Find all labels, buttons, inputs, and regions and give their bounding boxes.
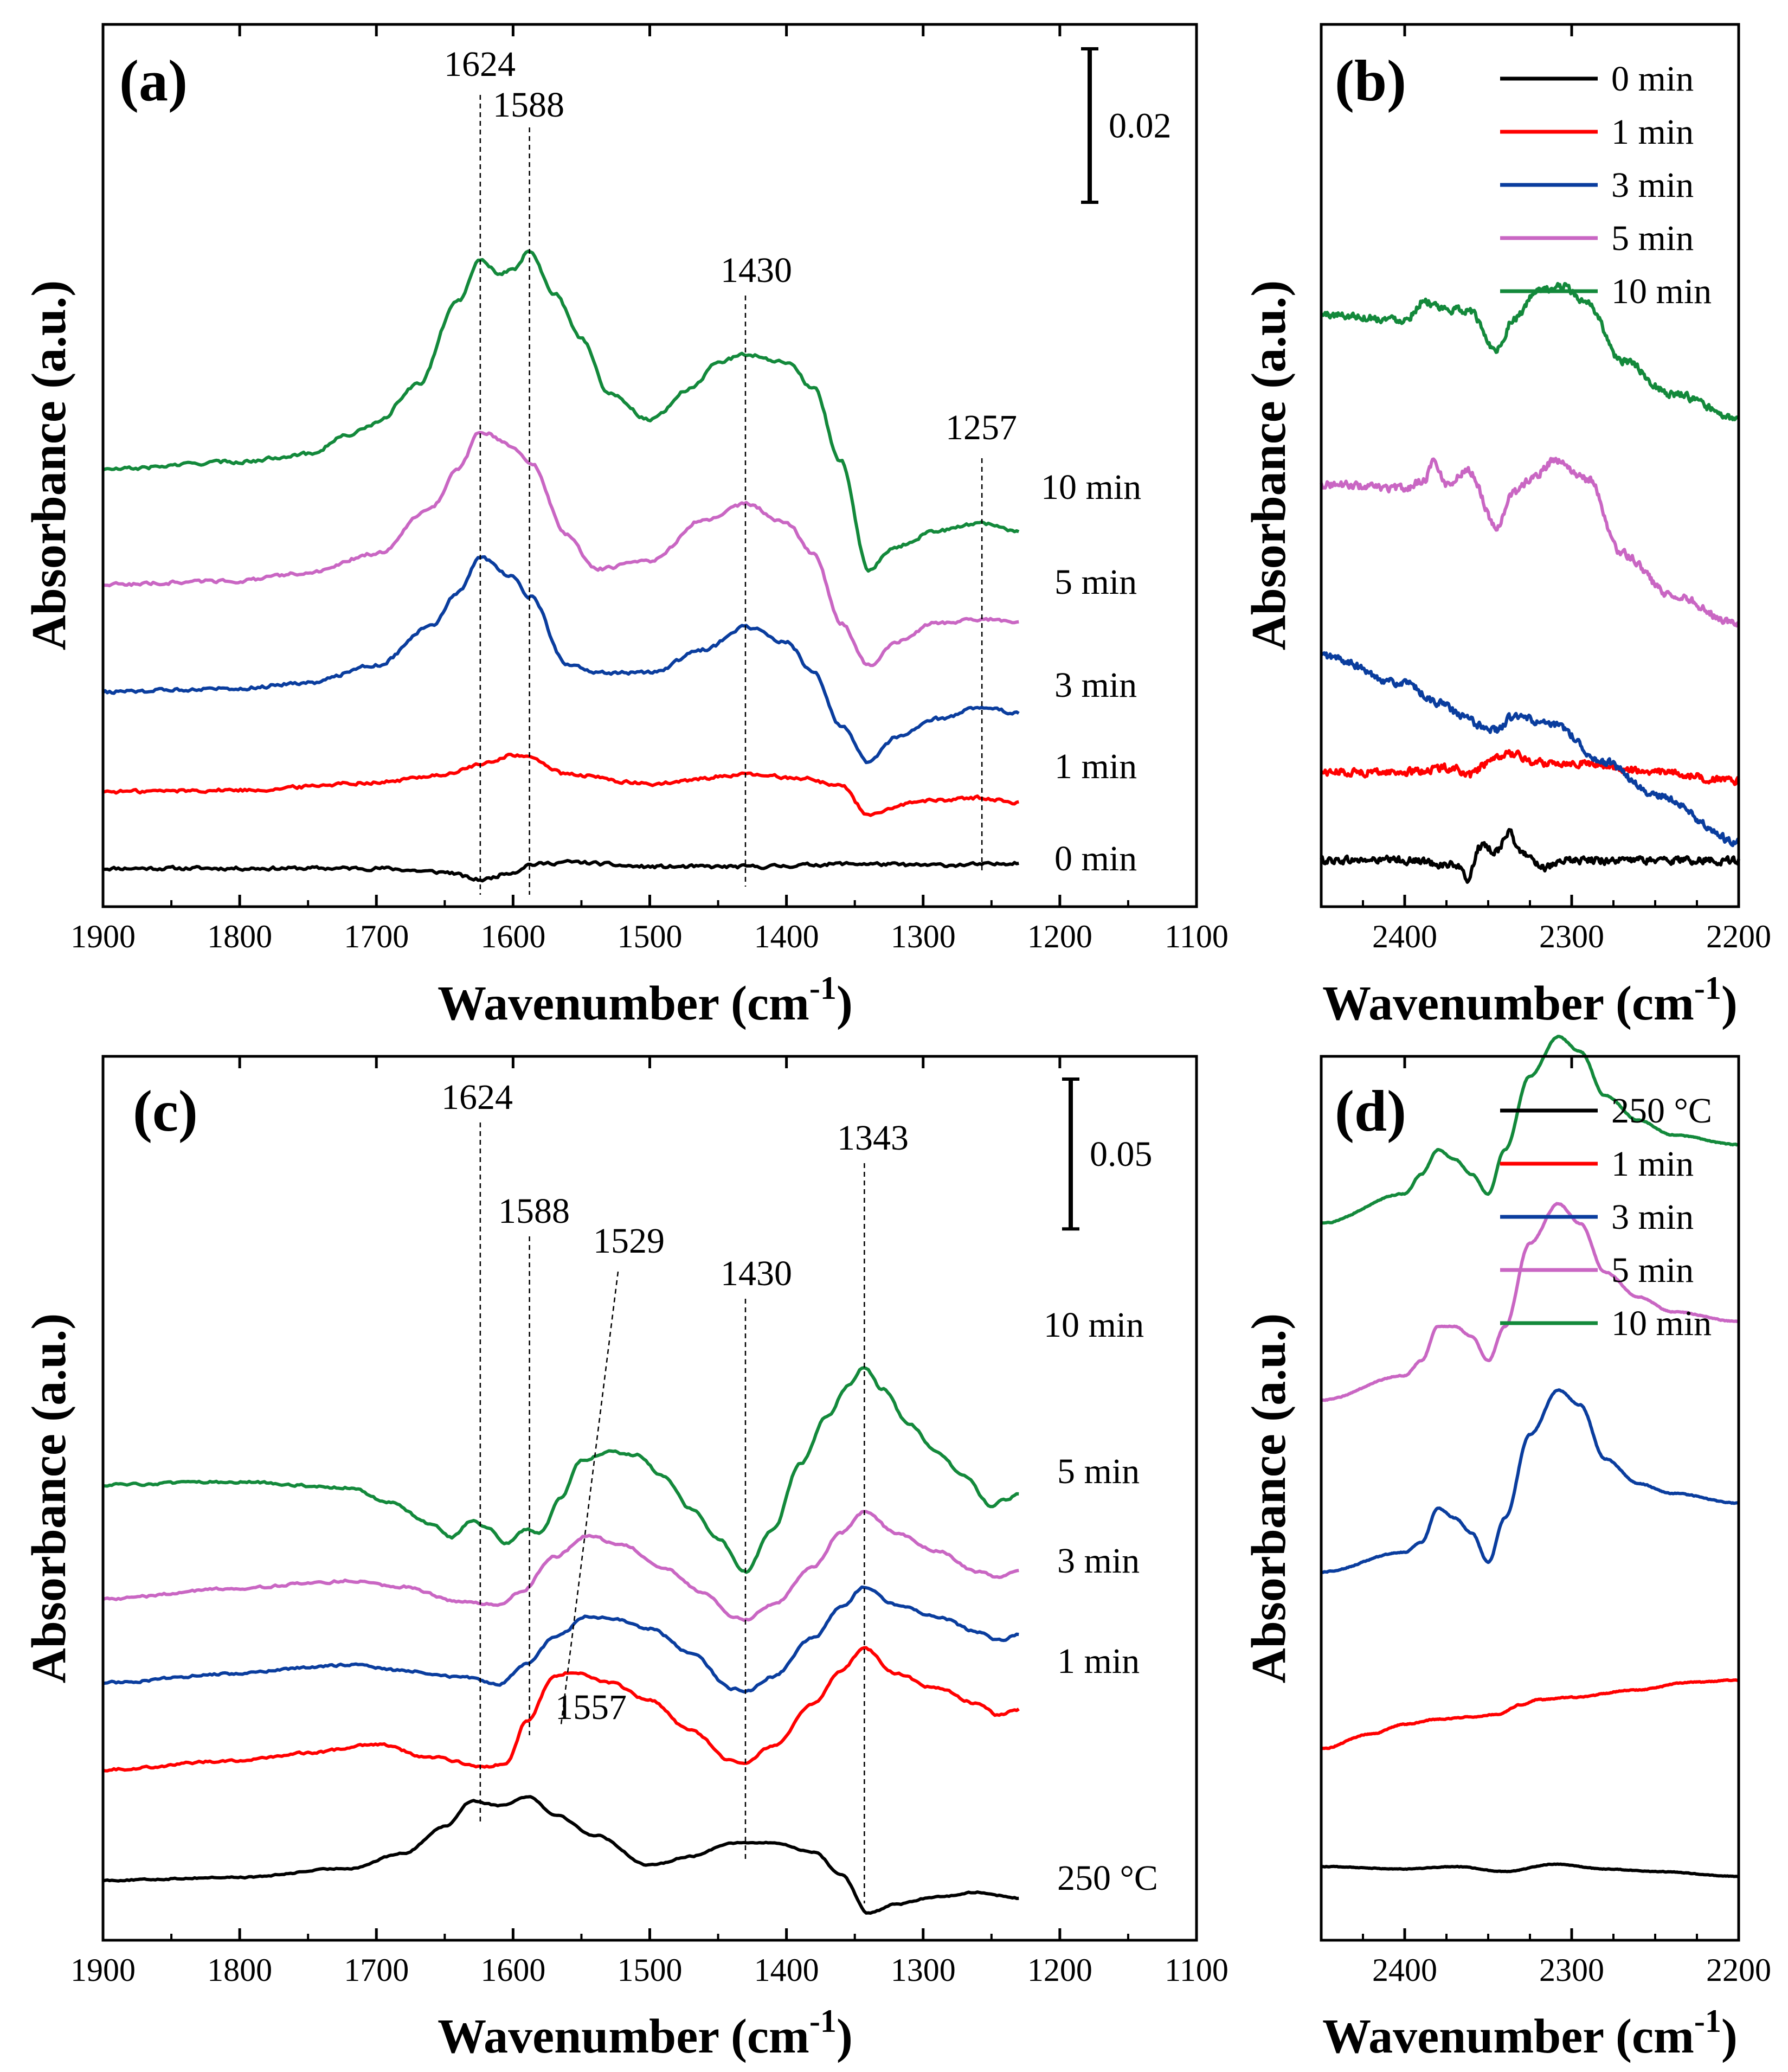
scale-bar-label: 0.02 — [1109, 106, 1172, 145]
panel-c: 250 °C 1 min 3 min 5 min 10 min 1624 1588 1430 1… — [22, 1055, 1229, 2063]
peak-label: 1430 — [721, 1254, 792, 1293]
legend-label: 10 min — [1611, 272, 1712, 311]
x-tick-label: 1200 — [1027, 919, 1092, 954]
series-line-5-min — [102, 431, 1019, 668]
series-line-3-min — [102, 1585, 1019, 1693]
legend-label: 250 °C — [1611, 1091, 1712, 1131]
peak-label: 1624 — [444, 44, 516, 84]
panel-c-ylabel: Absorbance (a.u.) — [22, 1313, 76, 1684]
x-tick-label: 1700 — [344, 1952, 409, 1988]
legend-label: 1 min — [1611, 1144, 1694, 1184]
peak-label: 1588 — [493, 85, 564, 125]
peak-label: 1343 — [837, 1118, 909, 1158]
curve-label: 5 min — [1057, 1452, 1140, 1491]
series-line-1-min — [1320, 749, 1740, 786]
legend-label: 3 min — [1611, 1197, 1694, 1237]
series-line-0-min — [1320, 827, 1740, 884]
panel-b-xlabel: Wavenumber (cm-1) — [1322, 970, 1738, 1030]
x-tick-label: 1900 — [70, 1952, 136, 1988]
series-line-3-min — [1320, 1388, 1740, 1574]
x-tick-label: 1400 — [754, 1952, 819, 1988]
x-tick-label: 1500 — [618, 919, 683, 954]
panel-d-label: (d) — [1335, 1079, 1406, 1144]
x-tick-label: 1100 — [1165, 919, 1229, 954]
panel-c-xlabel: Wavenumber (cm-1) — [438, 2003, 853, 2063]
peak-label: 1557 — [555, 1688, 627, 1727]
x-tick-label: 1300 — [891, 1952, 956, 1988]
x-tick-label: 1700 — [344, 919, 409, 954]
x-tick-label: 1400 — [754, 919, 819, 954]
series-line-10-min — [102, 1366, 1019, 1574]
series-line-10-min — [1320, 1035, 1740, 1225]
panel-d: 2400 2300 2200 (d) 250 °C 1 min 3 min 5 min 10… — [1242, 1035, 1771, 2063]
series-line-10-min — [102, 249, 1020, 573]
peak-label: 1257 — [946, 408, 1017, 447]
curve-label: 250 °C — [1057, 1858, 1158, 1898]
curve-label: 1 min — [1057, 1641, 1140, 1681]
peak-label: 1430 — [721, 251, 792, 290]
panel-a-label: (a) — [119, 49, 188, 113]
panel-a-ylabel: Absorbance (a.u.) — [22, 280, 76, 651]
series-line-1-min — [102, 1646, 1020, 1773]
legend-label: 3 min — [1611, 165, 1694, 205]
peak-marker-line-1529-1557 — [560, 1271, 619, 1725]
series-line-10-min — [1320, 281, 1740, 421]
x-tick-label: 1600 — [480, 919, 545, 954]
curve-label: 5 min — [1054, 562, 1137, 602]
legend-label: 5 min — [1611, 1250, 1694, 1290]
scale-bar-label: 0.05 — [1090, 1134, 1153, 1174]
curve-label: 3 min — [1054, 665, 1137, 705]
legend-label: 5 min — [1611, 219, 1694, 258]
x-tick-label: 1300 — [891, 919, 956, 954]
curve-label: 10 min — [1044, 1305, 1144, 1345]
series-line-5-min — [1320, 1202, 1740, 1402]
panel-d-ylabel: Absorbance (a.u.) — [1242, 1313, 1296, 1684]
series-line-1-min — [1320, 1678, 1740, 1750]
x-tick-label: 1200 — [1027, 1952, 1092, 1988]
series-line-3-min — [1320, 651, 1740, 848]
x-tick-label: 2300 — [1539, 919, 1604, 954]
series-line-250-c — [102, 1795, 1019, 1915]
x-tick-label: 1800 — [207, 919, 272, 954]
panel-b-ylabel: Absorbance (a.u.) — [1242, 280, 1296, 651]
x-tick-label: 2400 — [1372, 919, 1437, 954]
panel-c-label: (c) — [133, 1079, 198, 1144]
curve-label: 0 min — [1054, 839, 1137, 878]
x-tick-label: 1500 — [618, 1952, 683, 1988]
series-line-1-min — [102, 753, 1019, 817]
legend-label: 1 min — [1611, 112, 1694, 152]
series-line-250-c — [1320, 1862, 1740, 1878]
series-line-0-min — [102, 858, 1019, 883]
curve-label: 1 min — [1054, 747, 1137, 786]
series-line-5-min — [102, 1510, 1019, 1622]
peak-label: 1529 — [593, 1221, 665, 1261]
series-line-3-min — [102, 555, 1020, 765]
x-tick-label: 1900 — [70, 919, 136, 954]
panel-b-label: (b) — [1335, 49, 1406, 113]
panel-d-xlabel: Wavenumber (cm-1) — [1322, 2003, 1738, 2063]
x-tick-label: 2200 — [1706, 1952, 1771, 1988]
panel-a-xlabel: Wavenumber (cm-1) — [438, 970, 853, 1030]
x-tick-label: 1800 — [207, 1952, 272, 1988]
legend-label: 0 min — [1611, 59, 1694, 99]
legend-label: 10 min — [1611, 1304, 1712, 1343]
peak-label: 1588 — [498, 1191, 570, 1231]
x-tick-label: 2400 — [1372, 1952, 1437, 1988]
x-tick-label: 2300 — [1539, 1952, 1604, 1988]
x-tick-label: 1600 — [480, 1952, 545, 1988]
panel-b: 2400 2300 2200 (b) 0 min 1 min 3 min 5 min 10 … — [1242, 23, 1771, 1030]
peak-label: 1624 — [441, 1077, 513, 1117]
x-tick-label: 1100 — [1165, 1952, 1229, 1988]
curve-label: 3 min — [1057, 1541, 1140, 1581]
x-tick-label: 2200 — [1706, 919, 1771, 954]
curve-label: 10 min — [1041, 467, 1141, 507]
series-line-5-min — [1320, 457, 1740, 628]
